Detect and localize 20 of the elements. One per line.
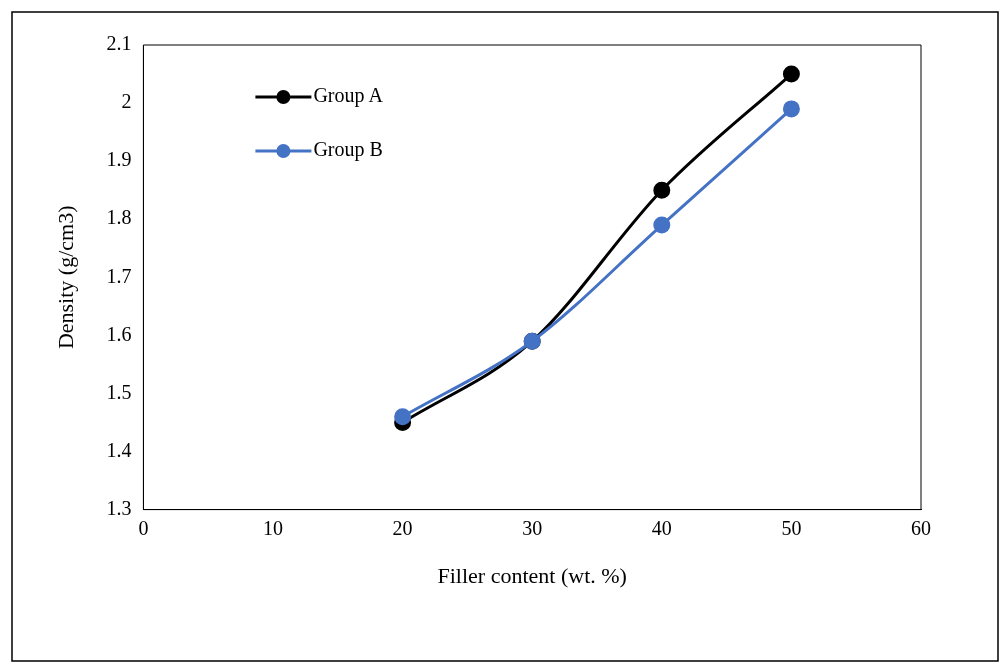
y-tick-label: 2 xyxy=(121,90,132,113)
x-tick-label: 50 xyxy=(781,516,802,539)
x-tick-label: 20 xyxy=(392,516,413,539)
y-tick-label: 1.9 xyxy=(106,148,132,171)
y-tick-label: 1.4 xyxy=(106,438,132,461)
x-tick-label: 30 xyxy=(522,516,543,539)
x-tick-label: 10 xyxy=(263,516,283,539)
x-axis-title: Filler content (wt. %) xyxy=(437,562,627,588)
x-tick-label: 0 xyxy=(138,516,149,539)
y-tick-label: 1.6 xyxy=(106,322,132,345)
y-tick-label: 1.8 xyxy=(106,206,132,229)
y-tick-label: 1.7 xyxy=(106,264,132,287)
y-axis-title: Density (g/cm3) xyxy=(52,205,78,350)
legend-label: Group B xyxy=(313,138,383,162)
x-tick-label: 40 xyxy=(651,516,672,539)
y-tick-label: 1.5 xyxy=(106,380,132,403)
x-tick-label: 60 xyxy=(911,516,931,539)
y-tick-label: 1.3 xyxy=(106,496,132,519)
y-tick-label: 2.1 xyxy=(106,32,132,55)
legend-label: Group A xyxy=(313,84,384,108)
